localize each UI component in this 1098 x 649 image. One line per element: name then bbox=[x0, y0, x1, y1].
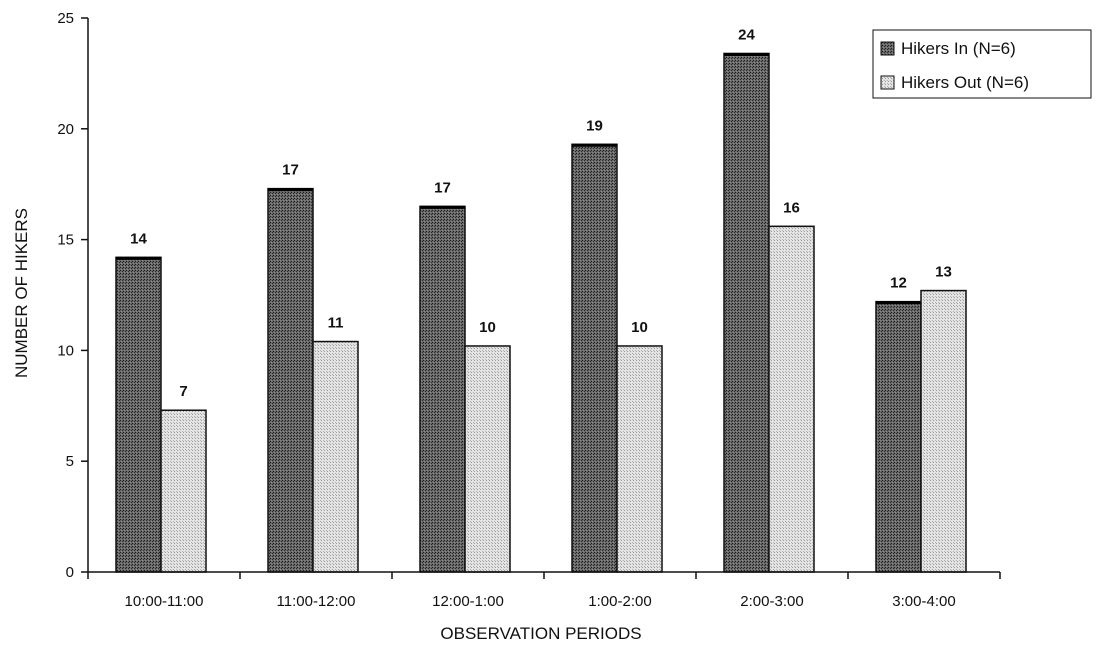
data-label-hikers-out-2-00-3-00: 16 bbox=[783, 199, 800, 216]
data-label-hikers-out-3-00-4-00: 13 bbox=[935, 264, 952, 281]
bars-layer bbox=[115, 52, 967, 573]
bar-hikers-out-12-00-1-00 bbox=[464, 345, 511, 573]
bar-hikers-out-10-00-11-00 bbox=[160, 409, 207, 573]
x-tick-label: 3:00-4:00 bbox=[892, 593, 955, 610]
data-label-hikers-in-12-00-1-00: 17 bbox=[434, 179, 451, 196]
bar-hikers-in-3-00-4-00 bbox=[875, 300, 922, 573]
bar-hikers-in-12-00-1-00 bbox=[419, 205, 466, 573]
y-tick-label: 5 bbox=[66, 453, 74, 470]
x-axis-title: OBSERVATION PERIODS bbox=[440, 624, 641, 643]
bar-hikers-out-11-00-12-00 bbox=[312, 340, 359, 573]
x-tick-label: 11:00-12:00 bbox=[277, 593, 356, 610]
data-label-hikers-out-11-00-12-00: 11 bbox=[328, 315, 344, 332]
data-label-hikers-in-11-00-12-00: 17 bbox=[282, 162, 299, 179]
bar-hikers-out-1-00-2-00 bbox=[616, 345, 663, 573]
x-axis-ticks: 10:00-11:00 11:00-12:00 12:00-1:00 1:00-2:0… bbox=[87, 572, 1001, 610]
bar-hikers-in-10-00-11-00 bbox=[115, 256, 162, 573]
x-tick-label: 1:00-2:00 bbox=[588, 593, 651, 610]
data-label-hikers-out-12-00-1-00: 10 bbox=[479, 319, 496, 336]
legend-swatch-hikers-in bbox=[880, 41, 895, 56]
data-label-hikers-in-3-00-4-00: 12 bbox=[890, 275, 907, 292]
bar-hikers-out-2-00-3-00 bbox=[768, 225, 815, 573]
bar-hikers-in-2-00-3-00 bbox=[723, 52, 770, 573]
data-label-hikers-in-2-00-3-00: 24 bbox=[738, 26, 755, 43]
y-tick-label: 25 bbox=[57, 10, 74, 27]
legend-swatch-hikers-out bbox=[880, 75, 895, 90]
bar-hikers-in-11-00-12-00 bbox=[267, 187, 314, 573]
data-label-hikers-out-10-00-11-00: 7 bbox=[179, 383, 187, 400]
data-label-hikers-in-1-00-2-00: 19 bbox=[586, 117, 603, 134]
bar-hikers-in-1-00-2-00 bbox=[571, 143, 618, 573]
legend-frame bbox=[872, 29, 1092, 99]
x-tick-label: 10:00-11:00 bbox=[125, 593, 204, 610]
x-tick-label: 12:00-1:00 bbox=[432, 593, 504, 610]
y-tick-label: 15 bbox=[57, 232, 74, 249]
data-labels-layer: 14 17 17 19 24 12 7 11 10 10 16 13 bbox=[130, 26, 952, 400]
y-tick-label: 20 bbox=[57, 121, 74, 138]
x-tick-label: 2:00-3:00 bbox=[740, 593, 803, 610]
y-axis-ticks: 0 5 10 15 20 25 bbox=[57, 10, 88, 581]
y-axis-title: NUMBER OF HIKERS bbox=[12, 208, 31, 378]
data-label-hikers-out-1-00-2-00: 10 bbox=[631, 319, 648, 336]
legend: Hikers In (N=6) Hikers Out (N=6) bbox=[872, 29, 1092, 99]
y-tick-label: 10 bbox=[57, 342, 74, 359]
legend-label-hikers-in: Hikers In (N=6) bbox=[901, 39, 1016, 58]
y-tick-label: 0 bbox=[66, 564, 74, 581]
bar-hikers-out-3-00-4-00 bbox=[920, 289, 967, 573]
legend-label-hikers-out: Hikers Out (N=6) bbox=[901, 73, 1029, 92]
data-label-hikers-in-10-00-11-00: 14 bbox=[130, 230, 147, 247]
